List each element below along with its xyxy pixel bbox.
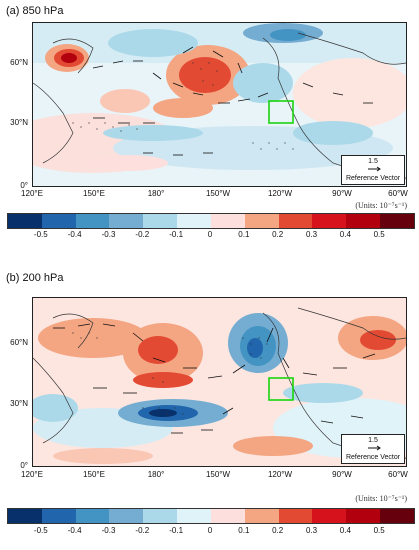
colorbar-tick-label: 0.1 [238, 230, 250, 239]
colorbar-segment [312, 509, 347, 523]
colorbar-segment [312, 214, 347, 228]
colorbar-segment [278, 214, 313, 228]
colorbar-tick-label: 0.2 [272, 230, 284, 239]
panel-a-units: (Units: 10⁻⁷s⁻¹) [355, 201, 407, 210]
panel-a-lon-90w: 90°W [332, 189, 352, 198]
panel-b-units: (Units: 10⁻⁷s⁻¹) [355, 494, 407, 503]
panel-a-stipple [72, 62, 294, 150]
panel-a-highlight-box [268, 100, 294, 124]
panel-b-reference-label: Reference Vector [345, 454, 401, 461]
panel-b-map: 1.5 Reference Vector [32, 297, 407, 467]
arrow-right-icon [368, 445, 381, 451]
colorbar-segment [8, 214, 42, 228]
colorbar-segment [41, 214, 76, 228]
panel-a-lat-60: 60°N [10, 58, 28, 67]
colorbar-tick-label: 0 [207, 526, 213, 535]
colorbar-segment [75, 509, 110, 523]
panel-a-colorbar [7, 213, 415, 229]
panel-b-reference-magnitude: 1.5 [368, 437, 378, 444]
panel-b-lon-180: 180° [147, 470, 165, 479]
colorbar-tick-label: -0.2 [135, 526, 150, 535]
colorbar-segment [177, 214, 211, 228]
panel-b-lat-0: 0° [20, 461, 28, 470]
panel-a-wind-vectors [92, 46, 373, 156]
panel-b-reference-vector: 1.5 Reference Vector [341, 434, 405, 464]
colorbar-tick-label: 0.2 [272, 526, 284, 535]
panel-b-lon-60w: 60°W [388, 470, 408, 479]
colorbar-segment [210, 214, 245, 228]
colorbar-tick-label: 0 [207, 230, 213, 239]
panel-a-reference-magnitude: 1.5 [368, 158, 378, 165]
panel-a-lon-120w: 120°W [267, 189, 293, 198]
panel-a-lat-30: 30°N [10, 118, 28, 127]
colorbar-segment [244, 509, 279, 523]
panel-b-lat-60: 60°N [10, 338, 28, 347]
colorbar-tick-label: -0.1 [169, 526, 184, 535]
colorbar-segment [177, 509, 211, 523]
colorbar-tick-label: 0.5 [373, 230, 385, 239]
panel-b-lon-150e: 150°E [83, 470, 105, 479]
colorbar-segment [380, 509, 414, 523]
arrow-right-icon [368, 166, 381, 172]
panel-a-reference-label: Reference Vector [345, 175, 401, 182]
colorbar-tick-label: 0.5 [373, 526, 385, 535]
panel-b-lat-30: 30°N [10, 399, 28, 408]
colorbar-tick-label: -0.4 [67, 526, 82, 535]
panel-b-lon-150w: 150°W [205, 470, 231, 479]
colorbar-segment [346, 214, 381, 228]
panel-a-title: (a) 850 hPa [6, 5, 64, 17]
colorbar-tick-label: -0.4 [67, 230, 82, 239]
panel-b-lon-90w: 90°W [332, 470, 352, 479]
colorbar-tick-label: -0.5 [33, 526, 48, 535]
panel-a-colorbar-labels: -0.5 -0.4 -0.3 -0.2 -0.1 0 0.1 0.2 0.3 0.4 0.5 [7, 230, 413, 242]
colorbar-segment [278, 509, 313, 523]
panel-b-colorbar [7, 508, 415, 524]
colorbar-tick-label: -0.2 [135, 230, 150, 239]
panel-b-lon-120e: 120°E [21, 470, 43, 479]
panel-a-map: 1.5 Reference Vector [32, 22, 407, 187]
panel-a-lon-180: 180° [147, 189, 165, 198]
colorbar-segment [380, 214, 414, 228]
colorbar-segment [8, 509, 42, 523]
colorbar-tick-label: 0.1 [238, 526, 250, 535]
colorbar-segment [244, 214, 279, 228]
colorbar-tick-label: -0.3 [101, 230, 116, 239]
panel-b-field [33, 298, 406, 466]
colorbar-segment [210, 509, 245, 523]
colorbar-segment [346, 509, 381, 523]
colorbar-segment [41, 509, 76, 523]
colorbar-tick-label: 0.3 [305, 230, 318, 239]
panel-a-reference-vector: 1.5 Reference Vector [341, 155, 405, 185]
panel-b-colorbar-labels: -0.5 -0.4 -0.3 -0.2 -0.1 0 0.1 0.2 0.3 0.4 0.5 [7, 526, 413, 538]
panel-a-lon-150e: 150°E [83, 189, 105, 198]
colorbar-segment [75, 214, 110, 228]
colorbar-tick-label: -0.1 [169, 230, 184, 239]
colorbar-tick-label: 0.4 [339, 526, 351, 535]
colorbar-tick-label: -0.5 [33, 230, 48, 239]
panel-b-title: (b) 200 hPa [6, 272, 64, 284]
panel-b-wind-vectors [53, 323, 376, 434]
colorbar-segment [109, 214, 144, 228]
colorbar-segment [143, 509, 178, 523]
colorbar-tick-label: 0.4 [339, 230, 351, 239]
panel-a-lat-0: 0° [20, 181, 28, 190]
panel-a-lon-150w: 150°W [205, 189, 231, 198]
colorbar-tick-label: 0.3 [305, 526, 318, 535]
panel-a-lon-120e: 120°E [21, 189, 43, 198]
panel-b-lon-120w: 120°W [267, 470, 293, 479]
colorbar-segment [143, 214, 178, 228]
colorbar-tick-label: -0.3 [101, 526, 116, 535]
panel-a-lon-60w: 60°W [388, 189, 408, 198]
colorbar-segment [109, 509, 144, 523]
panel-b-highlight-box [268, 377, 294, 401]
panel-b-stipple [72, 332, 268, 415]
